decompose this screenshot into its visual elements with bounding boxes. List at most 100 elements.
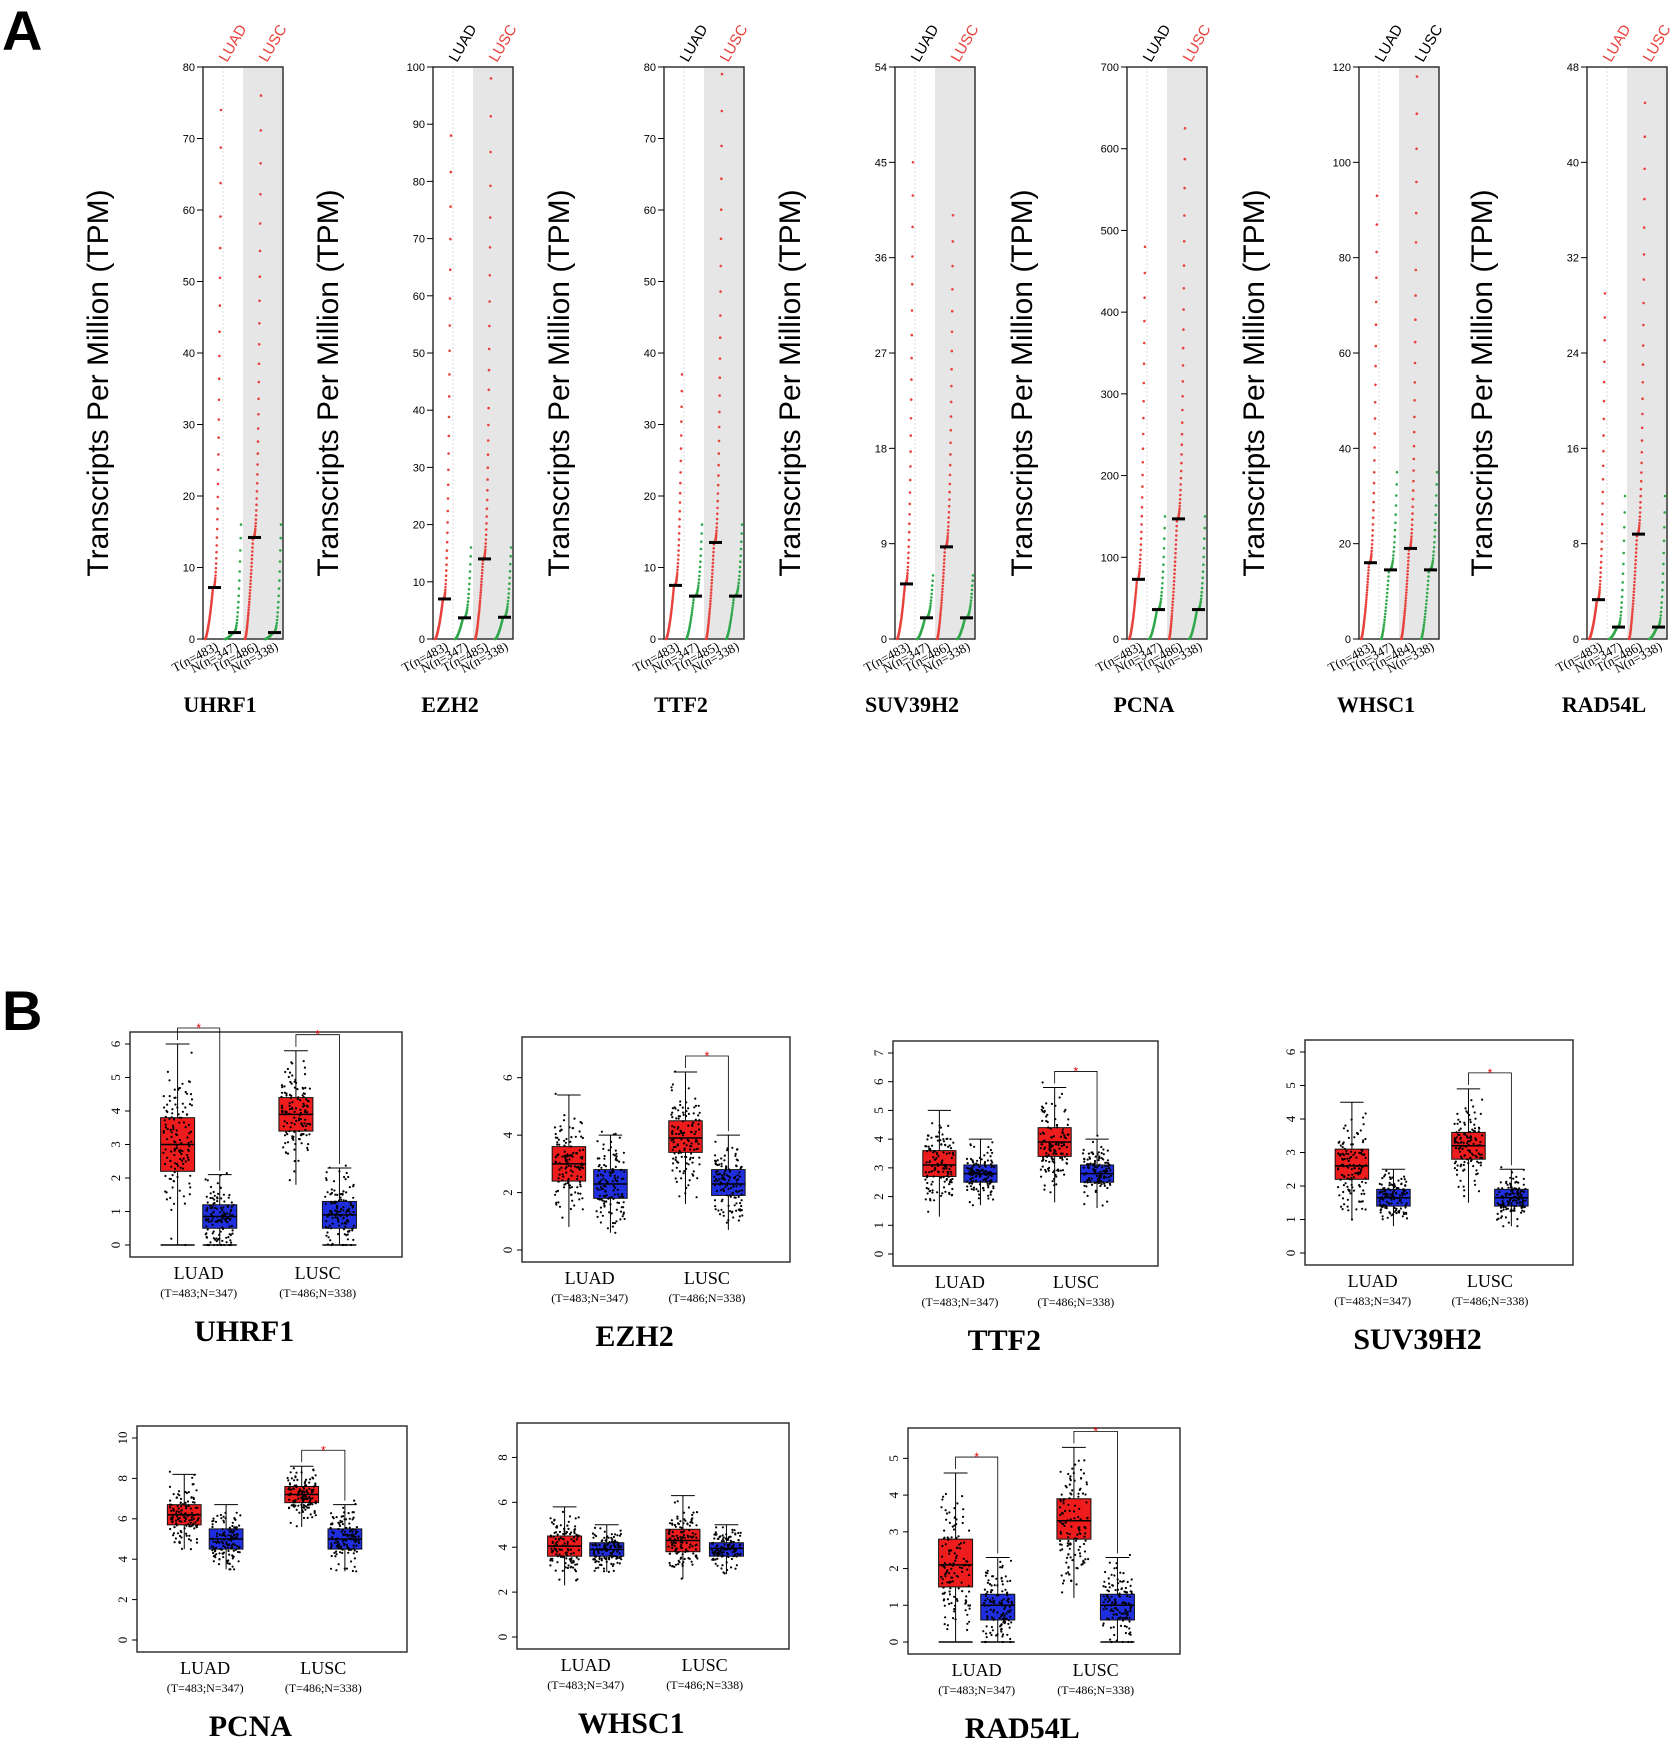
data-point [285, 1094, 288, 1097]
data-point [700, 532, 703, 535]
data-point [181, 1167, 184, 1170]
data-point [342, 1506, 345, 1509]
data-point [176, 1175, 179, 1179]
data-point [306, 1146, 309, 1149]
data-point [574, 1191, 577, 1194]
data-point [943, 551, 946, 554]
data-point [563, 1139, 566, 1142]
data-point [685, 1101, 688, 1104]
data-point [931, 1122, 934, 1125]
data-point [576, 1177, 579, 1181]
data-point [1622, 562, 1625, 566]
data-point [1061, 1132, 1064, 1135]
data-point [351, 1205, 355, 1208]
data-point [1373, 401, 1377, 404]
data-point [570, 1174, 573, 1177]
group-label-luad: LUAD [446, 22, 481, 65]
data-point [481, 568, 484, 572]
data-point [339, 1551, 342, 1554]
data-point [238, 1545, 241, 1549]
data-point [303, 1497, 306, 1500]
data-point [1134, 597, 1137, 600]
data-point [205, 1235, 208, 1239]
data-point [615, 1155, 618, 1158]
y-tick-label: 1 [108, 1208, 123, 1215]
data-point [173, 1147, 176, 1150]
data-point [567, 1527, 570, 1530]
data-point [1143, 319, 1146, 323]
data-point [612, 1133, 615, 1136]
data-point [301, 1509, 304, 1512]
data-point [730, 613, 733, 617]
data-point [299, 1490, 302, 1493]
data-point [697, 581, 700, 585]
data-point [288, 1130, 291, 1133]
data-point [578, 1149, 581, 1152]
data-point [737, 581, 740, 585]
data-point [939, 1139, 942, 1142]
data-point [212, 1547, 216, 1550]
data-point [679, 434, 683, 437]
data-point [1454, 1160, 1457, 1163]
data-point [352, 1538, 356, 1542]
data-point [906, 565, 910, 569]
data-point [1065, 1158, 1069, 1161]
data-point [1049, 1191, 1052, 1194]
y-tick-label: 24 [1567, 348, 1579, 360]
y-tick-label: 0 [1113, 634, 1119, 646]
data-point [1640, 439, 1644, 442]
data-point [1516, 1201, 1519, 1205]
data-point [227, 1236, 230, 1239]
data-point [1466, 1111, 1469, 1114]
data-point [486, 478, 489, 481]
data-point [1504, 1206, 1507, 1209]
data-point [930, 1136, 933, 1139]
data-point [1082, 1166, 1085, 1169]
data-point [1097, 1159, 1100, 1162]
data-point [1405, 1217, 1409, 1220]
data-point [716, 483, 720, 487]
data-point [558, 1205, 562, 1208]
data-point [303, 1073, 307, 1076]
data-point [1086, 1166, 1089, 1169]
data-point [275, 621, 279, 625]
data-point [731, 1192, 734, 1195]
data-point [951, 288, 954, 291]
data-point [740, 1193, 743, 1196]
data-point [726, 1147, 729, 1150]
data-point [560, 1128, 563, 1131]
data-point [220, 1197, 223, 1200]
data-point [698, 570, 701, 573]
y-tick-label: 4 [115, 1555, 130, 1562]
data-point [1067, 1118, 1070, 1121]
data-point [970, 588, 974, 592]
data-point [671, 1083, 675, 1086]
y-tick-label: 8 [495, 1454, 510, 1461]
data-point [351, 1518, 354, 1521]
data-point [301, 1510, 305, 1513]
data-point [1054, 1149, 1057, 1153]
data-point [592, 1536, 595, 1539]
data-point [738, 1175, 742, 1178]
data-point [172, 1507, 175, 1510]
data-point [448, 373, 451, 376]
data-point [1360, 1151, 1363, 1154]
data-point [1083, 1160, 1086, 1163]
data-point [290, 1094, 293, 1097]
data-point [224, 1517, 227, 1520]
data-point [189, 1548, 192, 1551]
y-tick-label: 0 [500, 1247, 515, 1254]
data-point [506, 602, 510, 606]
data-point [616, 1176, 619, 1179]
data-point [293, 1116, 296, 1119]
data-point [1201, 570, 1205, 573]
data-point [568, 1533, 572, 1536]
data-point [237, 1560, 240, 1563]
data-point [987, 1146, 990, 1149]
data-point [1415, 112, 1419, 115]
data-point [279, 549, 282, 552]
data-point [228, 1553, 231, 1556]
data-point [1101, 1166, 1104, 1169]
data-point [1055, 1141, 1058, 1144]
